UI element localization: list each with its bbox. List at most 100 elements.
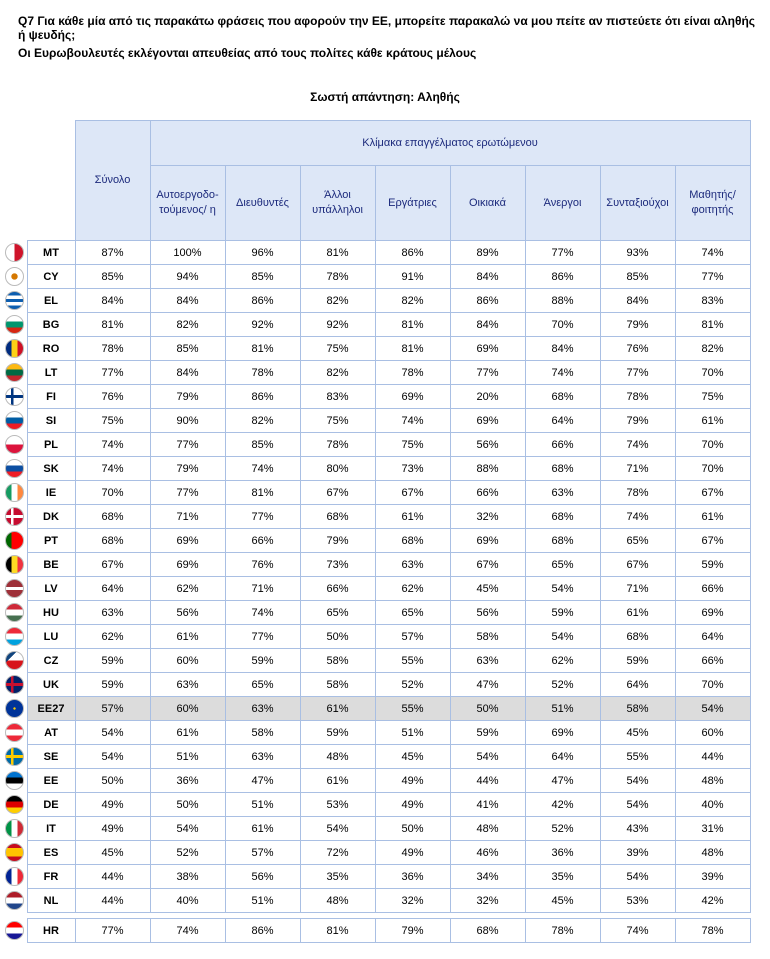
value-cell: 74%: [374, 408, 451, 433]
value-cell: 53%: [599, 888, 676, 913]
value-cell: 84%: [449, 312, 526, 337]
flag-icon: [4, 819, 24, 838]
highlight-row: EE27 57% 60% 63% 61% 55% 50% 51% 58% 54%: [2, 696, 751, 721]
flag-icon: [4, 387, 24, 406]
value-cell: 88%: [449, 456, 526, 481]
value-cell: 70%: [674, 672, 751, 697]
value-cell: 64%: [524, 408, 601, 433]
value-cell: 78%: [299, 432, 376, 457]
table-row: EE 50% 36% 47% 61% 49% 44% 47% 54% 48%: [2, 768, 751, 793]
value-cell: 68%: [524, 384, 601, 409]
value-cell: 52%: [524, 816, 601, 841]
value-cell: 77%: [674, 264, 751, 289]
flag-icon: [4, 363, 24, 382]
value-cell: 85%: [599, 264, 676, 289]
country-code: IT: [26, 816, 76, 841]
country-code: HU: [26, 600, 76, 625]
value-cell: 49%: [374, 768, 451, 793]
value-cell: 51%: [524, 696, 601, 721]
country-code: EL: [26, 288, 76, 313]
flag-icon: [4, 843, 24, 862]
value-cell: 69%: [374, 384, 451, 409]
value-cell: 81%: [374, 336, 451, 361]
value-cell: 84%: [149, 288, 226, 313]
value-cell: 93%: [599, 240, 676, 265]
value-cell: 71%: [224, 576, 301, 601]
value-cell: 20%: [449, 384, 526, 409]
table-row: ES 45% 52% 57% 72% 49% 46% 36% 39% 48%: [2, 840, 751, 865]
value-cell: 67%: [674, 528, 751, 553]
country-code: CZ: [26, 648, 76, 673]
flag-icon: [4, 483, 24, 502]
value-cell: 73%: [299, 552, 376, 577]
column-header: Διευθυντές: [224, 165, 301, 241]
value-cell: 66%: [674, 648, 751, 673]
value-cell: 74%: [599, 918, 676, 943]
value-cell: 51%: [224, 792, 301, 817]
value-cell: 85%: [74, 264, 151, 289]
statement-text: Οι Ευρωβουλευτές εκλέγονται απευθείας απ…: [18, 46, 477, 60]
value-cell: 58%: [224, 720, 301, 745]
value-cell: 82%: [299, 360, 376, 385]
value-cell: 69%: [449, 336, 526, 361]
value-cell: 78%: [599, 480, 676, 505]
value-cell: 57%: [74, 696, 151, 721]
value-cell: 77%: [74, 360, 151, 385]
flag-icon: [4, 339, 24, 358]
value-cell: 77%: [449, 360, 526, 385]
value-cell: 54%: [599, 792, 676, 817]
value-cell: 63%: [224, 744, 301, 769]
value-cell: 54%: [74, 720, 151, 745]
value-cell: 36%: [149, 768, 226, 793]
flag-cell: [2, 360, 27, 385]
table-row: FR 44% 38% 56% 35% 36% 34% 35% 54% 39%: [2, 864, 751, 889]
flag-icon: [4, 891, 24, 910]
value-cell: 84%: [524, 336, 601, 361]
value-cell: 42%: [524, 792, 601, 817]
value-cell: 75%: [74, 408, 151, 433]
value-cell: 58%: [449, 624, 526, 649]
flag-cell: [2, 408, 27, 433]
table-row: CZ 59% 60% 59% 58% 55% 63% 62% 59% 66%: [2, 648, 751, 673]
column-header: Συνταξιούχοι: [599, 165, 676, 241]
value-cell: 78%: [224, 360, 301, 385]
table-row: NL 44% 40% 51% 48% 32% 32% 45% 53% 42%: [2, 888, 751, 913]
value-cell: 68%: [524, 528, 601, 553]
value-cell: 53%: [299, 792, 376, 817]
flag-cell: [2, 624, 27, 649]
value-cell: 78%: [524, 918, 601, 943]
value-cell: 63%: [74, 600, 151, 625]
value-cell: 41%: [449, 792, 526, 817]
country-code: CY: [26, 264, 76, 289]
value-cell: 34%: [449, 864, 526, 889]
value-cell: 61%: [599, 600, 676, 625]
value-cell: 50%: [74, 768, 151, 793]
value-cell: 91%: [374, 264, 451, 289]
value-cell: 49%: [374, 840, 451, 865]
value-cell: 83%: [674, 288, 751, 313]
table-row: LV 64% 62% 71% 66% 62% 45% 54% 71% 66%: [2, 576, 751, 601]
table-row: FI 76% 79% 86% 83% 69% 20% 68% 78% 75%: [2, 384, 751, 409]
value-cell: 32%: [374, 888, 451, 913]
value-cell: 68%: [599, 624, 676, 649]
value-cell: 49%: [74, 816, 151, 841]
value-cell: 55%: [374, 696, 451, 721]
value-cell: 60%: [674, 720, 751, 745]
value-cell: 55%: [374, 648, 451, 673]
flag-cell: [2, 576, 27, 601]
value-cell: 72%: [299, 840, 376, 865]
country-code: DK: [26, 504, 76, 529]
value-cell: 81%: [224, 336, 301, 361]
table-row: SI 75% 90% 82% 75% 74% 69% 64% 79% 61%: [2, 408, 751, 433]
value-cell: 71%: [599, 576, 676, 601]
value-cell: 40%: [149, 888, 226, 913]
value-cell: 52%: [374, 672, 451, 697]
value-cell: 44%: [674, 744, 751, 769]
value-cell: 67%: [374, 480, 451, 505]
flag-icon: [4, 723, 24, 742]
flag-icon: [4, 771, 24, 790]
table-row: BE 67% 69% 76% 73% 63% 67% 65% 67% 59%: [2, 552, 751, 577]
flag-icon: [4, 459, 24, 478]
value-cell: 80%: [299, 456, 376, 481]
flag-icon: [4, 579, 24, 598]
